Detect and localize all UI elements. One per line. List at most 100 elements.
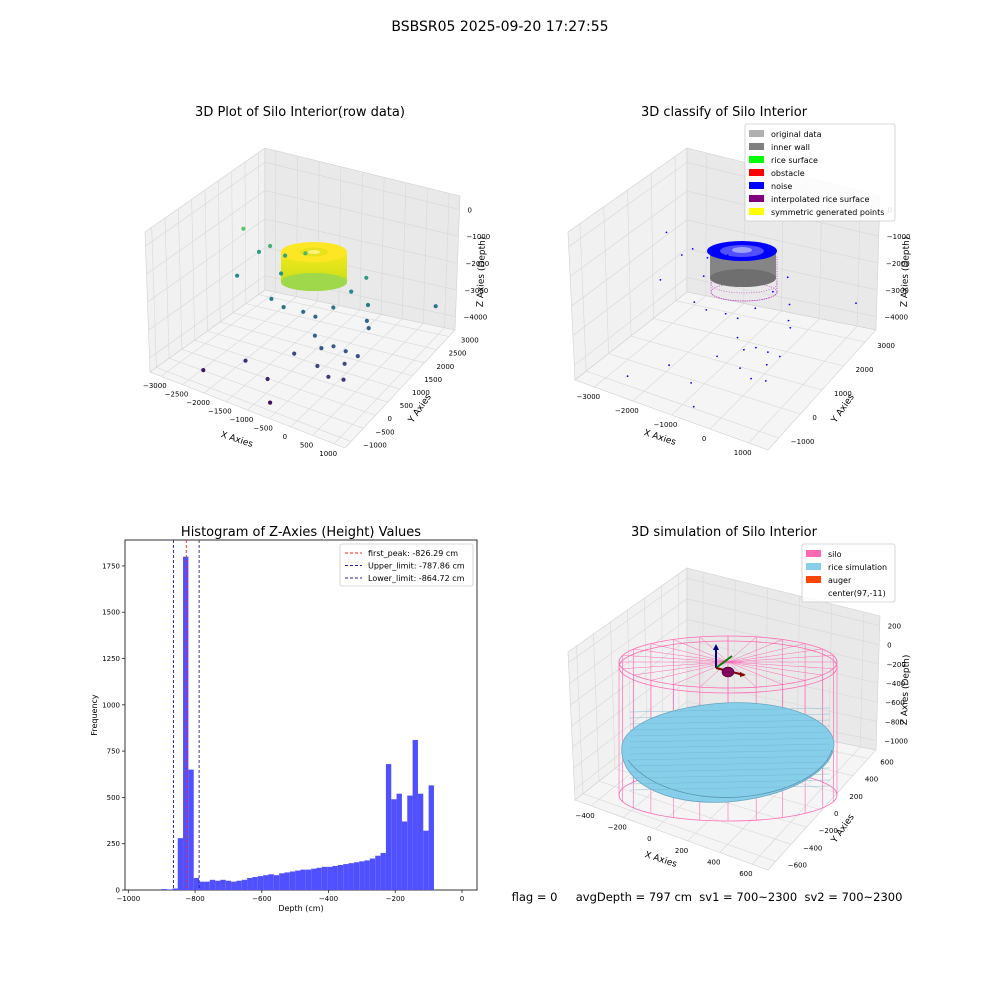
- histogram-bar: [375, 855, 381, 890]
- histogram-bar: [252, 877, 258, 890]
- tick-label-x: 400: [707, 859, 720, 867]
- histogram-bar: [177, 838, 184, 890]
- grid-line-y: [576, 645, 776, 862]
- legend-swatch: [749, 182, 764, 189]
- x-tick-label: 0: [460, 895, 464, 903]
- noise-point: [739, 367, 741, 369]
- histogram-bar: [188, 769, 194, 890]
- grid-line-x: [632, 162, 746, 402]
- legend-label: symmetric generated points: [771, 208, 884, 217]
- raw-zlabel: Z Axies (Depth): [476, 237, 488, 308]
- grid-line-z: [571, 219, 879, 307]
- grid-line-y: [151, 227, 352, 442]
- grid-line-y: [164, 217, 364, 429]
- grid-line-y: [610, 621, 807, 828]
- grid-line-y: [258, 152, 449, 337]
- panel-raw-3d: 3D Plot of Silo Interior(row data) −3000…: [143, 105, 490, 458]
- noise-point: [705, 309, 708, 311]
- histogram-bar: [236, 880, 242, 890]
- raw-data-point: [313, 314, 318, 319]
- tick-label-z: 0: [468, 206, 472, 214]
- silo-roof-spoke: [622, 661, 729, 669]
- noise-point: [855, 302, 857, 304]
- silo-roof-spoke: [727, 661, 834, 669]
- tick-label-y: 500: [400, 402, 413, 410]
- noise-point: [787, 319, 790, 322]
- raw-data-point: [256, 249, 262, 254]
- noise-point: [765, 363, 768, 366]
- histogram-bar: [193, 877, 200, 890]
- grid-line-z: [147, 218, 458, 303]
- tick-label-z: −1000: [887, 233, 911, 241]
- grid-line-x: [268, 177, 385, 419]
- tick-label-y: 0: [812, 414, 816, 422]
- grid-line-y: [204, 189, 401, 390]
- legend-frame: [801, 543, 896, 603]
- noise-point: [755, 346, 757, 349]
- rice-mesh-line: [629, 713, 831, 719]
- grid-line-x: [160, 150, 277, 377]
- grid-line-x: [751, 611, 865, 865]
- histogram-bar: [396, 793, 402, 890]
- grid-line-z: [149, 275, 456, 359]
- legend-label: center(97,-11): [828, 589, 886, 598]
- noise-point: [772, 290, 774, 293]
- raw-xlabel: X Axies: [219, 430, 254, 450]
- raw-data-point: [433, 304, 438, 309]
- tick-label-z: −1000: [884, 737, 908, 745]
- tick-label-z: −1000: [467, 233, 491, 241]
- noise-point: [789, 326, 792, 329]
- raw-data-point: [319, 346, 324, 351]
- rice-mesh-line: [629, 773, 831, 779]
- grid-line-x: [247, 171, 363, 411]
- histogram-bar: [343, 864, 349, 890]
- simulation-rice-surface: [621, 702, 835, 803]
- histogram-xlabel: Depth (cm): [278, 904, 323, 913]
- histogram-bar: [353, 862, 360, 890]
- raw-pane-floor: [149, 289, 456, 449]
- rice-mesh-line: [629, 731, 831, 737]
- tick-label-x: −2000: [186, 399, 210, 407]
- histogram-bar: [247, 877, 253, 890]
- legend-frame: [744, 123, 896, 222]
- raw-data-point: [265, 376, 270, 382]
- noise-point: [665, 231, 668, 234]
- tick-label-y: 200: [849, 793, 862, 801]
- histogram-bar: [161, 889, 168, 890]
- histogram-bar: [257, 876, 264, 890]
- tick-label-x: −1000: [230, 416, 254, 424]
- grid-line-z: [574, 277, 877, 366]
- tick-label-y: 2000: [856, 366, 874, 374]
- simulation-zlabel: Z Axies (Depth): [900, 655, 912, 726]
- raw-data-point: [331, 344, 336, 349]
- raw-data-point: [268, 400, 273, 405]
- histogram-bar: [359, 861, 365, 890]
- y-tick-label: 1000: [102, 701, 120, 709]
- grid-line-y: [218, 180, 413, 377]
- raw-data-point: [364, 318, 369, 323]
- raw-data-point: [341, 377, 346, 382]
- silo-roof-spoke: [727, 636, 757, 663]
- rice-mesh-line: [629, 719, 831, 725]
- grid-line-z: [572, 248, 878, 336]
- histogram-bar: [284, 872, 290, 890]
- x-tick-label: −600: [252, 895, 271, 903]
- tick-label-z: −3000: [465, 287, 489, 295]
- legend-label: original data: [771, 130, 822, 139]
- noise-point: [726, 254, 729, 256]
- silo-roof-spoke: [699, 661, 729, 688]
- noise-point: [692, 405, 695, 408]
- histogram-bar: [412, 740, 418, 890]
- histogram-bar: [231, 881, 237, 890]
- rice-mesh-line: [629, 761, 831, 767]
- tick-label-x: −400: [575, 812, 594, 820]
- tick-label-z: −200: [887, 661, 906, 669]
- raw-data-point: [349, 289, 354, 294]
- raw-data-point: [241, 226, 246, 231]
- legend-label: rice simulation: [828, 563, 887, 572]
- histogram-bar: [311, 868, 317, 890]
- legend-label: silo: [828, 550, 842, 559]
- legend-label: obstacle: [771, 169, 805, 178]
- grid-line-x: [333, 193, 450, 444]
- tick-label-y: −200: [819, 827, 838, 835]
